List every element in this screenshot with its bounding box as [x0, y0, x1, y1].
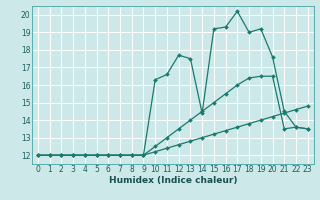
- X-axis label: Humidex (Indice chaleur): Humidex (Indice chaleur): [108, 176, 237, 185]
